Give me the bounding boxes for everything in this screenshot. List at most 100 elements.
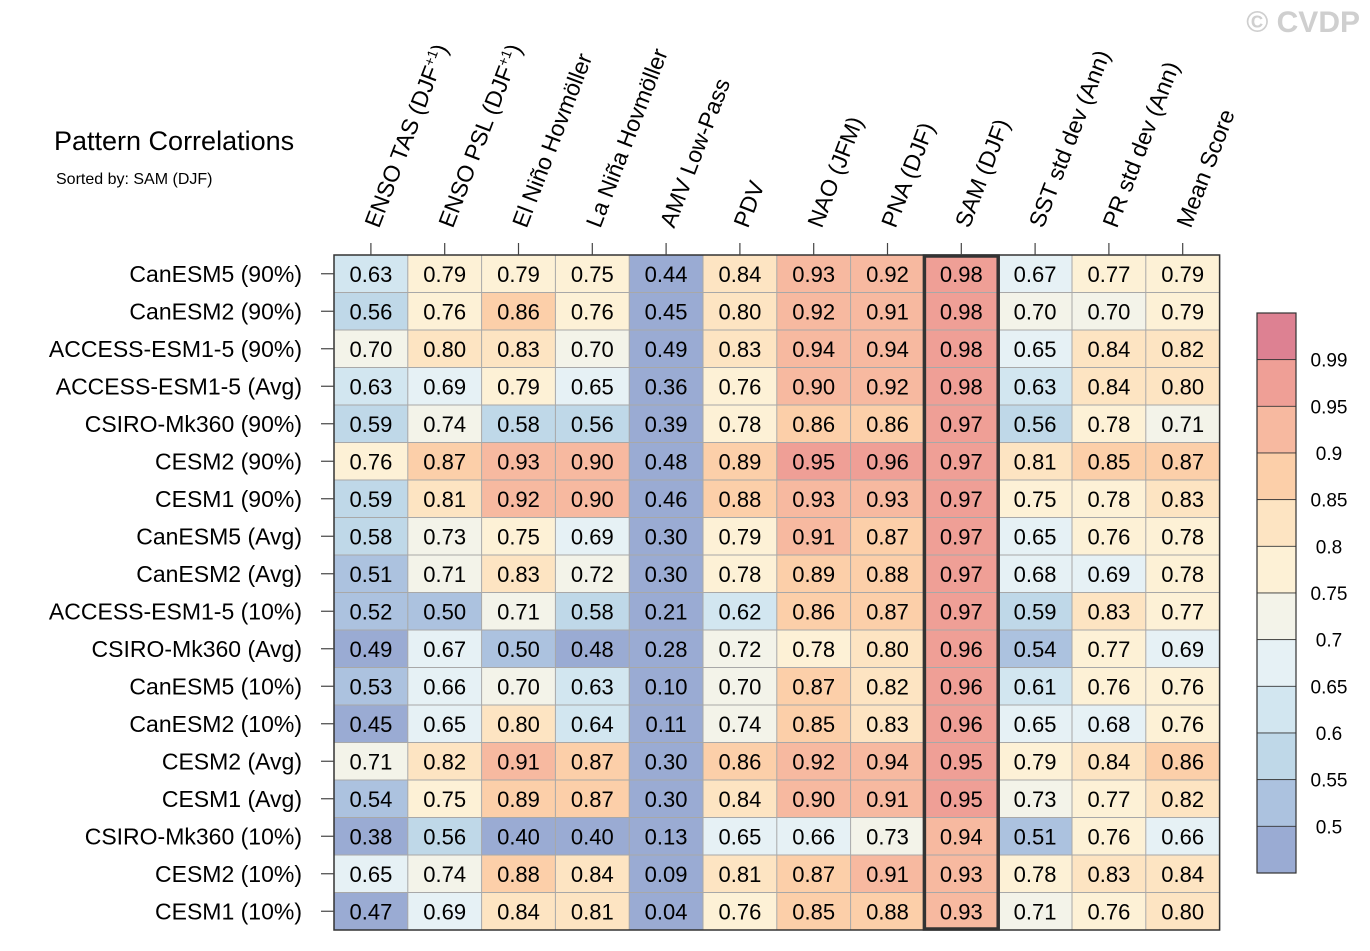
heatmap-cell [998,367,1072,405]
heatmap-cell [850,405,925,443]
cell-value: 0.78 [1161,524,1204,549]
cell-value: 0.77 [1161,599,1204,624]
cell-value: 0.92 [497,487,540,512]
heatmap-cell [334,780,408,818]
heatmap-cell [703,667,777,705]
heatmap-cell [555,592,630,630]
heatmap-cell [629,667,703,705]
heatmap-cell [407,555,482,593]
cell-value: 0.65 [1014,712,1057,737]
heatmap-cell [1145,742,1220,780]
heatmap-cell [776,592,851,630]
cell-value: 0.84 [571,862,614,887]
heatmap-cell [1145,367,1220,405]
heatmap-cell [850,555,925,593]
cell-value: 0.87 [571,749,614,774]
heatmap-cell [924,892,999,930]
cell-value: 0.80 [423,337,466,362]
heatmap-cell [703,855,777,893]
cell-value: 0.66 [792,824,835,849]
heatmap-cell [1072,667,1146,705]
cell-value: 0.87 [792,674,835,699]
cell-value: 0.11 [646,712,687,737]
cell-value: 0.69 [423,374,466,399]
cell-value: 0.93 [792,262,835,287]
cell-value: 0.80 [1161,374,1204,399]
cell-value: 0.78 [1014,862,1057,887]
heatmap-cell [481,892,556,930]
cell-value: 0.67 [1014,262,1057,287]
column-label-sst-std-dev-ann: SST std dev (Ann) [1023,46,1114,230]
colorbar-segment [1256,499,1297,547]
colorbar-tick-label: 0.75 [1311,584,1348,605]
column-labels: ENSO TAS (DJF+1)ENSO PSL (DJF+1)El Niño … [359,40,1240,255]
cell-value: 0.86 [497,299,540,324]
heatmap-cell [334,517,408,555]
colorbar-segment [1256,825,1297,874]
heatmap-cell [1072,480,1146,518]
cell-value: 0.75 [423,787,466,812]
row-label-canesm2-90: CanESM2 (90%) [129,298,302,324]
cell-value: 0.91 [866,299,909,324]
cell-value: 0.87 [866,599,909,624]
cell-value: 0.73 [1014,787,1057,812]
heatmap-cell [703,255,777,293]
cell-value: 0.85 [792,712,835,737]
heatmap-cell [776,705,851,743]
heatmap-cell [407,780,482,818]
heatmap-cell [334,292,408,330]
heatmap-cell [850,330,925,368]
cell-value: 0.66 [423,674,466,699]
cell-value: 0.92 [792,749,835,774]
cell-value: 0.87 [423,449,466,474]
watermark: © CVDP [1246,6,1360,39]
cell-value: 0.83 [497,337,540,362]
cell-value: 0.50 [423,599,466,624]
cell-value: 0.30 [645,749,688,774]
heatmap-cell [850,367,925,405]
row-label-canesm5-avg: CanESM5 (Avg) [136,523,302,549]
row-labels: CanESM5 (90%) CanESM2 (90%) ACCESS-ESM1-5 … [49,261,334,924]
cell-value: 0.64 [571,712,614,737]
heatmap-cell [629,630,703,668]
heatmap-cell [481,442,556,480]
heatmap-cell [998,705,1072,743]
cell-value: 0.93 [866,487,909,512]
heatmap-cell [407,592,482,630]
cell-value: 0.96 [940,712,983,737]
cell-value: 0.54 [1014,637,1057,662]
colorbar-tick-label: 0.55 [1311,771,1348,792]
cell-value: 0.75 [1014,487,1057,512]
cell-value: 0.91 [497,749,540,774]
heatmap-cell [924,555,999,593]
cell-value: 0.83 [866,712,909,737]
heatmap-cell [703,630,777,668]
heatmap-cell [555,855,630,893]
cell-value: 0.77 [1087,262,1130,287]
cell-value: 0.74 [423,412,466,437]
cell-value: 0.86 [866,412,909,437]
cell-value: 0.04 [645,899,688,924]
heatmap-cell [850,292,925,330]
cell-value: 0.76 [1161,712,1204,737]
cell-value: 0.70 [718,674,761,699]
heatmap-cell [1072,742,1146,780]
heatmap-cell [407,292,482,330]
heatmap-cell [481,855,556,893]
heatmap-cell [1072,592,1146,630]
cell-value: 0.95 [792,449,835,474]
heatmap-cell [703,780,777,818]
cell-value: 0.09 [645,862,688,887]
colorbar-segment [1256,545,1297,594]
heatmap-cell [629,442,703,480]
cell-value: 0.88 [866,562,909,587]
cell-value: 0.28 [645,637,688,662]
heatmap-cell [1072,405,1146,443]
column-label-pdv: PDV [728,177,769,231]
cell-value: 0.87 [792,862,835,887]
heatmap-cell [555,517,630,555]
heatmap-cell [703,517,777,555]
cell-value: 0.70 [1087,299,1130,324]
cell-value: 0.89 [792,562,835,587]
